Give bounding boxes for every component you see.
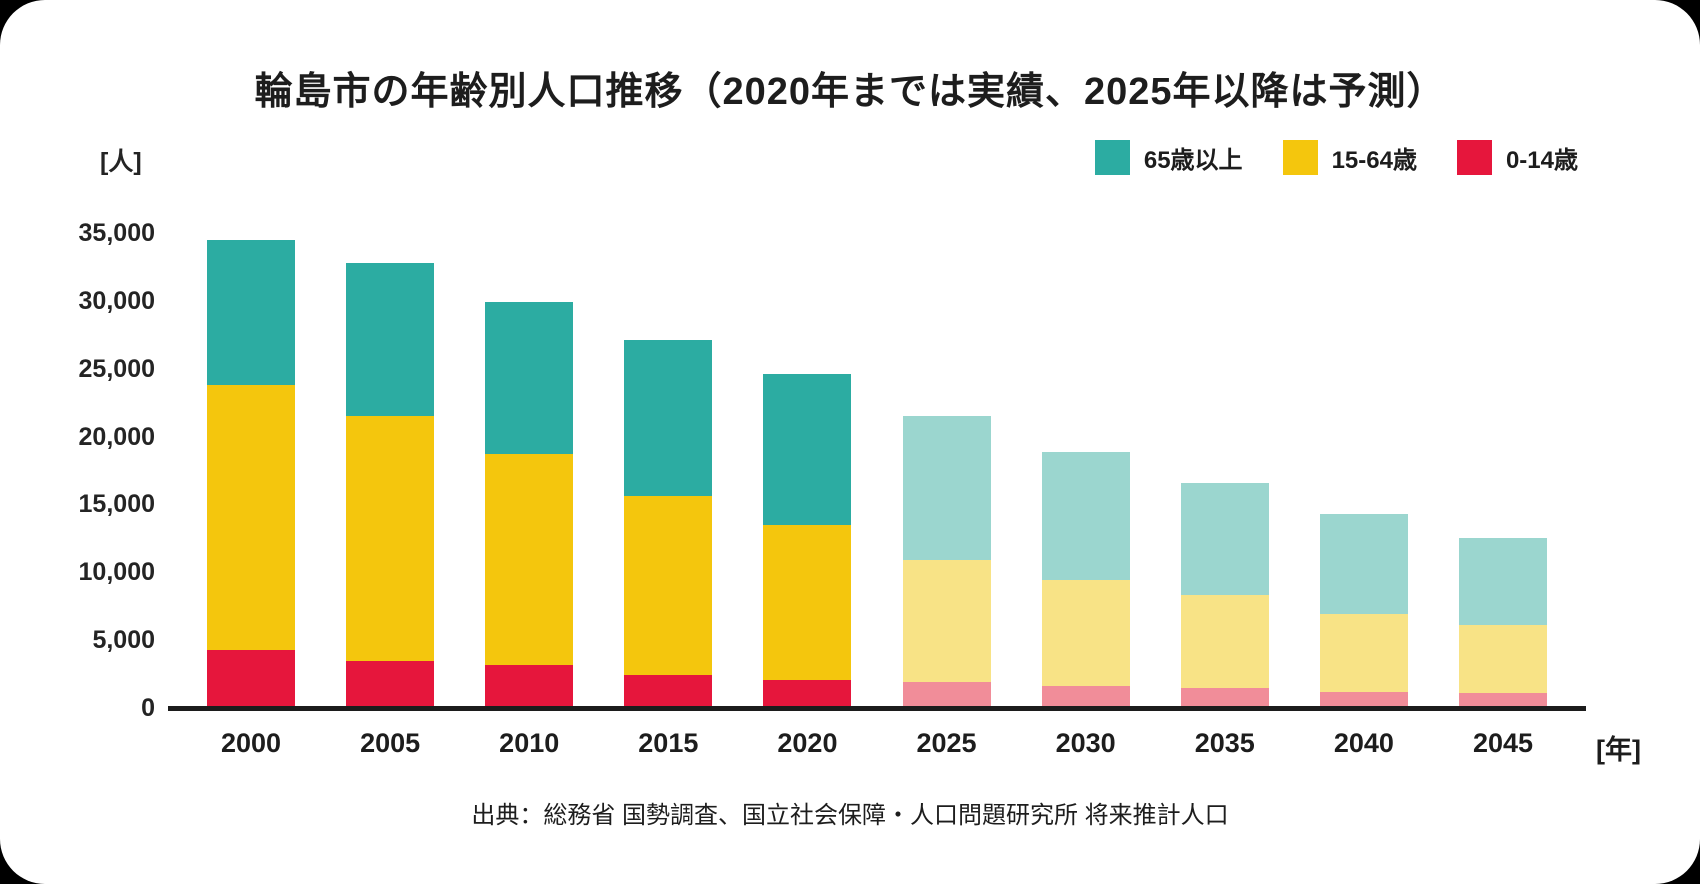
bar-segment-15-64歳 <box>485 454 574 665</box>
legend-label: 65歳以上 <box>1143 147 1243 174</box>
x-tick-label: 2040 <box>1333 728 1394 758</box>
bar-column-2000 <box>207 239 295 708</box>
bar-segment-65歳以上 <box>346 262 435 417</box>
chart-title: 輪島市の年齢別人口推移（2020年までは実績、2025年以降は予測） <box>254 71 1446 113</box>
x-axis-line <box>168 706 1586 711</box>
x-tick-label: 2010 <box>499 728 560 758</box>
bar-segment-0-14歳 <box>624 675 713 708</box>
bar-column-2005 <box>346 262 435 708</box>
bar-segment-15-64歳 <box>1041 580 1130 687</box>
bar-segment-0-14歳 <box>207 649 295 708</box>
y-axis-unit-label: [人] <box>100 148 142 176</box>
bar-segment-15-64歳 <box>763 524 852 680</box>
bar-column-2035 <box>1180 482 1269 708</box>
bar-segment-15-64歳 <box>624 496 713 676</box>
x-tick-label: 2020 <box>777 728 838 758</box>
bar-segment-15-64歳 <box>1319 614 1408 692</box>
y-tick-label: 5,000 <box>92 626 155 655</box>
bar-segment-0-14歳 <box>902 682 991 708</box>
bar-segment-15-64歳 <box>346 416 435 661</box>
legend-label: 15-64歳 <box>1331 147 1417 174</box>
legend-swatch <box>1456 140 1492 175</box>
bar-segment-65歳以上 <box>485 302 574 455</box>
bar-column-2030 <box>1041 451 1130 708</box>
bar-segment-65歳以上 <box>207 239 295 386</box>
x-tick-label: 2035 <box>1194 728 1255 758</box>
bar-column-2045 <box>1458 538 1547 708</box>
y-tick-label: 0 <box>141 694 155 722</box>
bar-column-2040 <box>1319 513 1408 708</box>
bar-segment-65歳以上 <box>1180 482 1269 596</box>
bar-segment-0-14歳 <box>763 679 852 708</box>
bar-column-2010 <box>485 302 574 708</box>
x-tick-label: 2025 <box>916 728 977 758</box>
x-tick-label: 2005 <box>360 728 421 758</box>
bar-segment-65歳以上 <box>624 340 713 497</box>
plot-area <box>170 233 1586 708</box>
y-tick-label: 25,000 <box>78 354 155 383</box>
bar-segment-0-14歳 <box>1319 691 1408 708</box>
legend-label: 0-14歳 <box>1505 147 1578 174</box>
x-tick-label: 2045 <box>1472 728 1534 758</box>
bar-segment-0-14歳 <box>346 660 435 708</box>
bar-segment-0-14歳 <box>1180 687 1269 708</box>
bar-segment-65歳以上 <box>763 374 852 525</box>
bar-column-2025 <box>902 416 991 708</box>
x-tick-label: 2030 <box>1055 728 1116 758</box>
y-tick-label: 35,000 <box>78 219 155 247</box>
bar-segment-65歳以上 <box>902 416 991 561</box>
legend-swatch <box>1094 140 1130 175</box>
bar-segment-15-64歳 <box>1458 625 1547 694</box>
y-tick-label: 30,000 <box>78 286 155 315</box>
bar-segment-65歳以上 <box>1458 538 1547 626</box>
y-tick-label: 20,000 <box>78 422 155 451</box>
x-tick-label: 2015 <box>638 728 699 758</box>
legend-swatch <box>1282 140 1318 175</box>
bar-segment-15-64歳 <box>902 560 991 683</box>
legend-item: 65歳以上 <box>1094 140 1243 175</box>
bar-segment-65歳以上 <box>1319 513 1408 615</box>
bar-column-2015 <box>624 340 713 708</box>
bar-segment-0-14歳 <box>1458 693 1547 708</box>
y-tick-label: 15,000 <box>78 490 155 519</box>
bar-column-2020 <box>763 374 852 708</box>
legend-item: 15-64歳 <box>1282 140 1417 175</box>
bar-segment-15-64歳 <box>1180 595 1269 688</box>
y-tick-label: 10,000 <box>78 558 155 587</box>
bar-segment-65歳以上 <box>1041 451 1130 581</box>
source-note: 出典：総務省 国勢調査、国立社会保障・人口問題研究所 将来推計人口 <box>471 802 1229 829</box>
x-tick-label: 2000 <box>220 728 282 758</box>
bar-segment-15-64歳 <box>207 385 295 650</box>
legend: 65歳以上 15-64歳 0-14歳 <box>1094 140 1578 175</box>
bar-segment-0-14歳 <box>1041 686 1130 708</box>
legend-item: 0-14歳 <box>1456 140 1578 175</box>
x-axis-unit-label: [年] <box>1596 735 1641 765</box>
bar-segment-0-14歳 <box>485 664 574 708</box>
